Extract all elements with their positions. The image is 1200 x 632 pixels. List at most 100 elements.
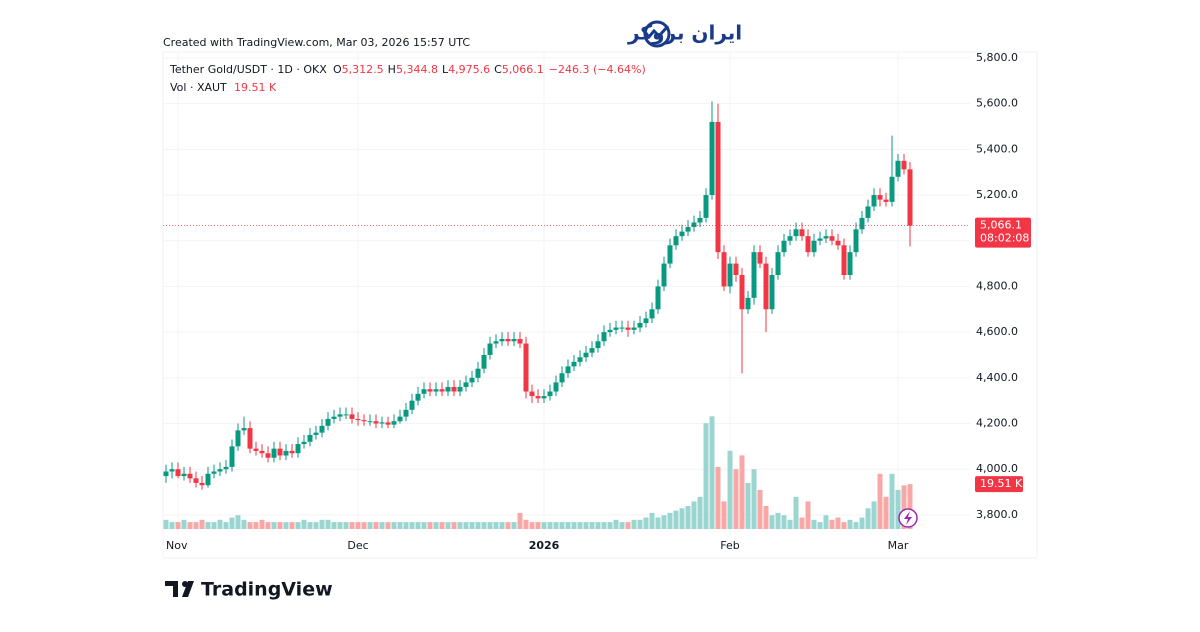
- candle-body: [343, 414, 349, 416]
- candle-body: [559, 373, 565, 383]
- ohlc-legend: O5,312.5 H5,344.8 L4,975.6 C5,066.1 −246.3 (…: [333, 63, 646, 76]
- candle-body: [181, 473, 187, 477]
- candle-body: [547, 391, 553, 397]
- volume-bar: [529, 522, 535, 529]
- candle-body: [349, 414, 355, 419]
- volume-bar: [505, 522, 511, 529]
- volume-bar: [481, 522, 487, 529]
- candle-body: [271, 448, 277, 458]
- volume-bar: [853, 522, 859, 529]
- volume-bar: [517, 512, 523, 529]
- candle-body: [433, 389, 439, 392]
- candle-body: [685, 227, 691, 232]
- candle-body: [709, 121, 715, 196]
- volume-bar: [313, 522, 319, 529]
- candle-body: [499, 338, 505, 342]
- flash-icon[interactable]: [898, 508, 918, 528]
- candle-body: [223, 466, 229, 470]
- candle-body: [823, 236, 829, 239]
- candle-body: [205, 473, 211, 486]
- chart-frame: [162, 51, 1038, 559]
- candle-body: [451, 386, 457, 392]
- x-tick-label: Dec: [347, 539, 368, 552]
- candle-body: [607, 329, 613, 333]
- candle-body: [403, 409, 409, 417]
- candle-body: [367, 421, 373, 423]
- candle-body: [787, 236, 793, 241]
- volume-bar: [373, 522, 379, 529]
- volume-bar: [163, 519, 169, 529]
- volume-bar: [583, 522, 589, 529]
- candle-body: [859, 217, 865, 230]
- brand-logo: ایران بروکر: [627, 20, 742, 48]
- volume-bar: [397, 522, 403, 529]
- volume-bar: [367, 522, 373, 529]
- candle-body: [835, 240, 841, 246]
- tv-icon-dot: [182, 581, 188, 587]
- candle-body: [313, 432, 319, 435]
- candle-body: [409, 400, 415, 410]
- volume-bar: [625, 522, 631, 529]
- volume-bar: [283, 522, 289, 529]
- candle-body: [583, 352, 589, 358]
- x-tick-label: Feb: [720, 539, 739, 552]
- volume-bar: [547, 522, 553, 529]
- candle-body: [511, 338, 517, 342]
- volume-bar: [211, 522, 217, 529]
- volume-bar: [811, 519, 817, 529]
- candle-body: [487, 343, 493, 355]
- volume-bar: [199, 519, 205, 529]
- volume-bar: [535, 522, 541, 529]
- volume-bar: [487, 522, 493, 529]
- candle-body: [259, 450, 265, 454]
- volume-bar: [541, 522, 547, 529]
- candle-body: [439, 389, 445, 392]
- candle-body: [889, 176, 895, 202]
- y-tick-label: 5,800.0: [976, 51, 1018, 64]
- volume-bar: [877, 473, 883, 529]
- volume-bar: [715, 466, 721, 529]
- candle-body: [481, 354, 487, 369]
- volume-bar: [439, 522, 445, 529]
- volume-bar: [697, 496, 703, 529]
- volume-bar: [307, 522, 313, 529]
- candle-body: [811, 240, 817, 253]
- candle-body: [523, 343, 529, 392]
- last-price: 5,066.1: [980, 219, 1022, 232]
- candle-body: [655, 286, 661, 310]
- candle-body: [379, 422, 385, 424]
- volume-bar: [667, 512, 673, 529]
- candle-body: [619, 327, 625, 329]
- ohlc-value: 4,975.6: [448, 63, 490, 76]
- flash-bolt[interactable]: [904, 511, 912, 525]
- volume-bar: [607, 522, 613, 529]
- candle-body: [163, 471, 169, 477]
- candle-body: [697, 217, 703, 223]
- ohlc-key: L: [442, 63, 449, 76]
- candle-body: [853, 229, 859, 253]
- volume-bar: [793, 496, 799, 529]
- volume-bar: [241, 519, 247, 529]
- candle-body: [565, 366, 571, 374]
- candle-body: [613, 327, 619, 330]
- candle-body: [865, 206, 871, 218]
- candle-body: [445, 386, 451, 392]
- volume-bar: [361, 522, 367, 529]
- volume-bar: [235, 515, 241, 529]
- volume-bar: [577, 522, 583, 529]
- candle-body: [469, 377, 475, 383]
- volume-bar: [775, 512, 781, 529]
- candle-body: [757, 252, 763, 264]
- candle-body: [457, 386, 463, 392]
- candle-body: [427, 389, 433, 392]
- volume-bar: [841, 522, 847, 529]
- y-tick-label: 5,400.0: [976, 142, 1018, 155]
- y-tick-label: 4,600.0: [976, 325, 1018, 338]
- volume-bar: [205, 522, 211, 529]
- candle-body: [895, 160, 901, 177]
- volume-bar: [859, 517, 865, 529]
- y-tick-label: 4,000.0: [976, 462, 1018, 475]
- candle-body: [763, 263, 769, 310]
- volume-bar: [319, 519, 325, 529]
